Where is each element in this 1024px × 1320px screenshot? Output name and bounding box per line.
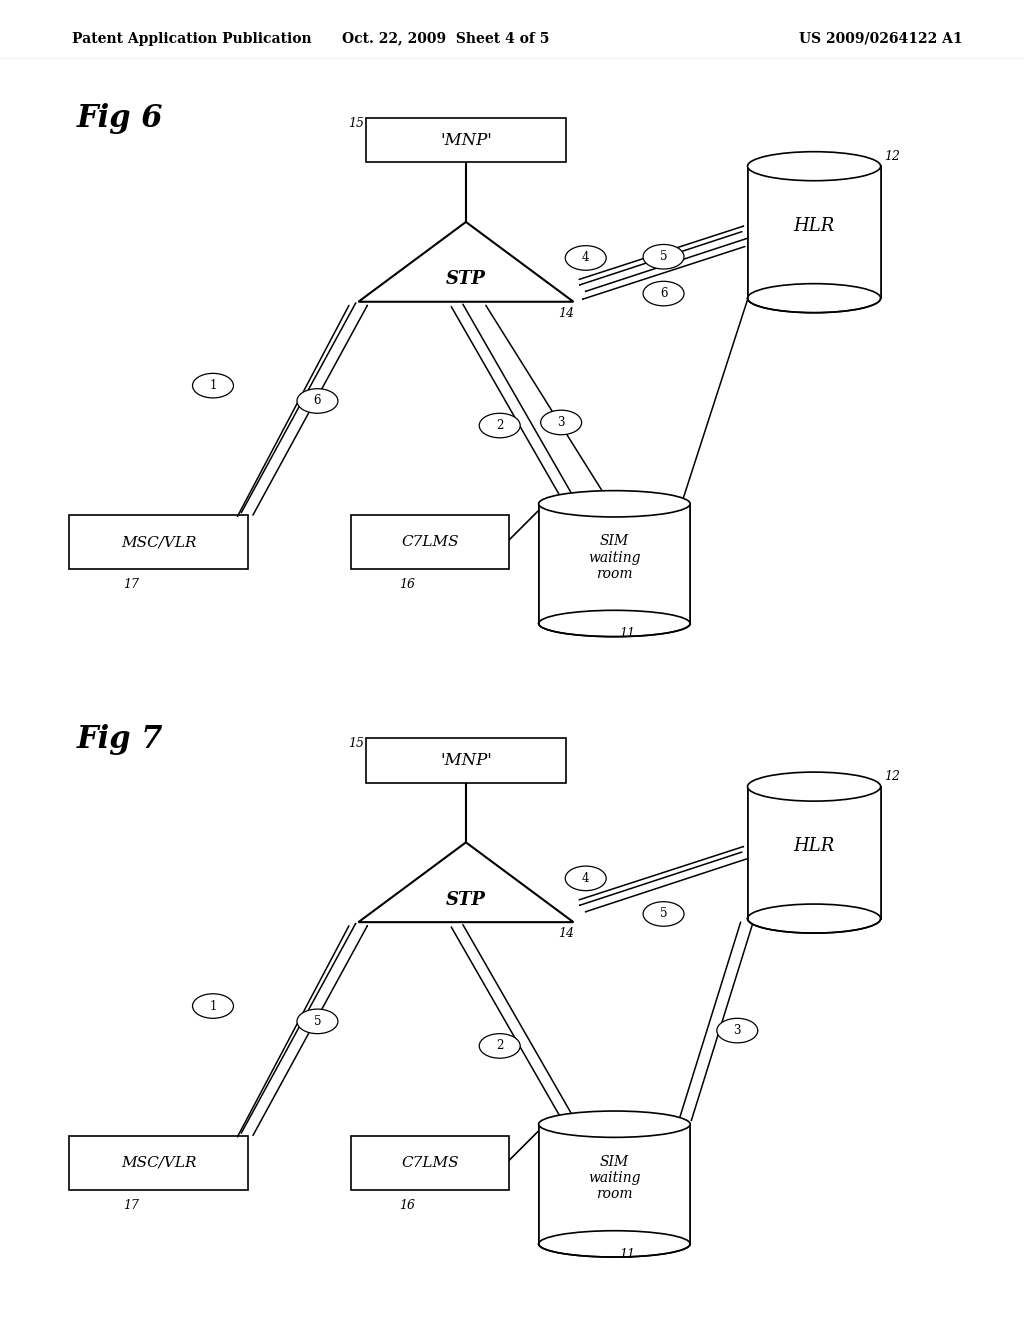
Text: 5: 5	[659, 251, 668, 263]
Circle shape	[297, 388, 338, 413]
Text: 'MNP': 'MNP'	[440, 752, 492, 770]
Ellipse shape	[539, 610, 690, 636]
Circle shape	[565, 246, 606, 271]
Circle shape	[541, 411, 582, 434]
Ellipse shape	[748, 284, 881, 313]
Text: SIM
waiting
room: SIM waiting room	[588, 1155, 641, 1201]
Text: 17: 17	[123, 1199, 139, 1212]
Text: Oct. 22, 2009  Sheet 4 of 5: Oct. 22, 2009 Sheet 4 of 5	[342, 32, 549, 46]
Text: 11: 11	[620, 627, 636, 640]
Ellipse shape	[748, 904, 881, 933]
Text: 'MNP': 'MNP'	[440, 132, 492, 149]
Circle shape	[643, 281, 684, 306]
FancyBboxPatch shape	[70, 1135, 248, 1189]
Text: 14: 14	[558, 308, 574, 319]
Text: STP: STP	[446, 891, 485, 908]
Text: US 2009/0264122 A1: US 2009/0264122 A1	[799, 32, 963, 46]
Text: 12: 12	[884, 149, 900, 162]
FancyBboxPatch shape	[350, 515, 509, 569]
Text: 14: 14	[558, 928, 574, 940]
Circle shape	[565, 866, 606, 891]
Ellipse shape	[539, 1111, 690, 1138]
Text: 4: 4	[582, 873, 590, 884]
Text: C7LMS: C7LMS	[401, 1155, 459, 1170]
Circle shape	[643, 244, 684, 269]
Text: Patent Application Publication: Patent Application Publication	[72, 32, 311, 46]
Ellipse shape	[748, 152, 881, 181]
Text: 3: 3	[557, 416, 565, 429]
Polygon shape	[358, 222, 573, 302]
Ellipse shape	[748, 772, 881, 801]
Text: 16: 16	[399, 1199, 416, 1212]
Text: MSC/VLR: MSC/VLR	[121, 535, 197, 549]
Text: 11: 11	[620, 1247, 636, 1261]
Text: 1: 1	[209, 379, 217, 392]
FancyBboxPatch shape	[367, 117, 565, 162]
FancyBboxPatch shape	[748, 166, 881, 298]
FancyBboxPatch shape	[748, 787, 881, 919]
Text: 6: 6	[659, 286, 668, 300]
FancyBboxPatch shape	[539, 1125, 690, 1243]
Text: 6: 6	[313, 395, 322, 408]
Text: 17: 17	[123, 578, 139, 591]
Circle shape	[193, 374, 233, 397]
FancyBboxPatch shape	[539, 504, 690, 623]
Text: Fig 6: Fig 6	[77, 103, 163, 135]
Text: 2: 2	[496, 418, 504, 432]
Circle shape	[479, 1034, 520, 1059]
Text: HLR: HLR	[794, 216, 835, 235]
Circle shape	[297, 1008, 338, 1034]
Text: 4: 4	[582, 252, 590, 264]
Text: Fig 7: Fig 7	[77, 723, 163, 755]
FancyBboxPatch shape	[350, 1135, 509, 1189]
Text: 16: 16	[399, 578, 416, 591]
Text: 5: 5	[313, 1015, 322, 1028]
Ellipse shape	[539, 1230, 690, 1257]
Text: 3: 3	[733, 1024, 741, 1038]
Polygon shape	[358, 842, 573, 923]
Text: MSC/VLR: MSC/VLR	[121, 1155, 197, 1170]
FancyBboxPatch shape	[367, 738, 565, 783]
Text: 5: 5	[659, 907, 668, 920]
Ellipse shape	[539, 491, 690, 517]
Text: 2: 2	[496, 1039, 504, 1052]
Circle shape	[193, 994, 233, 1018]
Text: C7LMS: C7LMS	[401, 535, 459, 549]
FancyBboxPatch shape	[70, 515, 248, 569]
Text: 15: 15	[348, 116, 365, 129]
Text: 15: 15	[348, 737, 365, 750]
Text: HLR: HLR	[794, 837, 835, 855]
Circle shape	[643, 902, 684, 927]
Circle shape	[717, 1018, 758, 1043]
Text: 1: 1	[209, 999, 217, 1012]
Text: STP: STP	[446, 271, 485, 288]
Circle shape	[479, 413, 520, 438]
Text: 12: 12	[884, 770, 900, 783]
Text: SIM
waiting
room: SIM waiting room	[588, 535, 641, 581]
